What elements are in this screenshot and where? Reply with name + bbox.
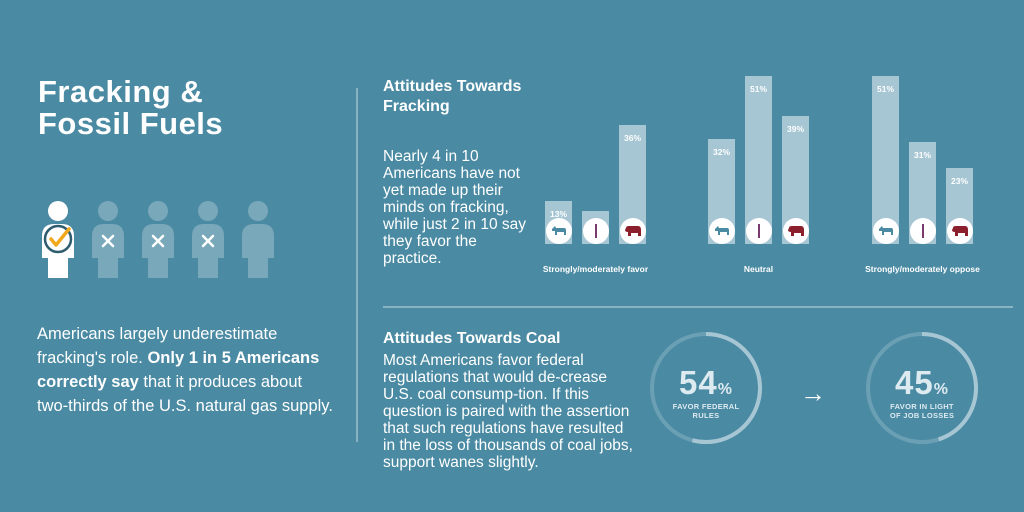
- people-icon-row: [42, 201, 274, 278]
- bar: [872, 76, 899, 244]
- coal-section-title: Attitudes Towards Coal: [383, 330, 561, 347]
- bar: [782, 115, 809, 244]
- donut-2-caption-line-1: FAVOR IN LIGHT: [890, 402, 954, 411]
- person-check-icon: [42, 201, 74, 278]
- title-line-2: Fossil Fuels: [38, 106, 224, 141]
- fracking-description: Nearly 4 in 10 Americans have not yet ma…: [383, 148, 527, 267]
- bar-value-label: 51%: [876, 84, 894, 94]
- bar: [619, 125, 646, 244]
- arrow-icon: →: [800, 378, 826, 408]
- bar-value-label: 51%: [749, 84, 767, 94]
- donut-1-unit: %: [717, 381, 733, 398]
- donut-2-number: 45: [895, 364, 934, 401]
- donut-arc: [650, 332, 762, 444]
- underestimate-note: Americans largely underestimate fracking…: [37, 322, 337, 418]
- donut-1-number: 54: [679, 364, 718, 401]
- vertical-divider: [356, 88, 358, 442]
- category-label: Strongly/moderately favor: [542, 264, 649, 274]
- bar: [545, 201, 572, 244]
- note-part-1: Americans largely underestimate fracking…: [37, 325, 278, 367]
- category-label: Strongly/moderately oppose: [865, 264, 980, 274]
- bar-value-label: 23%: [950, 176, 968, 187]
- bar-value-label: 13%: [549, 209, 567, 220]
- fracking-section-title: Attitudes Towards Fracking: [383, 78, 522, 115]
- donut-2-caption: FAVOR IN LIGHT OF JOB LOSSES: [862, 402, 982, 420]
- person-x-icon: [192, 201, 224, 278]
- bar: [745, 76, 772, 244]
- person-icon: [242, 201, 274, 278]
- bar-value-label: 36%: [623, 133, 641, 144]
- bar-value-label: 31%: [913, 149, 931, 160]
- bar: [946, 168, 973, 244]
- page-title: Fracking & Fossil Fuels: [38, 76, 223, 140]
- donkey-icon: [872, 218, 899, 244]
- donkey-icon: [545, 218, 572, 244]
- coal-description: Most Americans favor federal regulations…: [383, 352, 633, 471]
- bar-value-label: 39%: [786, 123, 804, 134]
- donut-2-value: 45%: [862, 364, 982, 402]
- donut-1-value: 54%: [646, 364, 766, 402]
- note-bold: Only 1 in 5 Americans correctly say: [37, 349, 320, 391]
- independent-bar-icon: [582, 218, 609, 244]
- donut-1-caption-line-1: FAVOR FEDERAL: [672, 402, 740, 411]
- person-x-icon: [142, 201, 174, 278]
- elephant-icon: [619, 218, 646, 244]
- title-line-1: Fracking &: [38, 74, 204, 109]
- elephant-icon: [946, 218, 973, 244]
- bar: [582, 211, 609, 244]
- donkey-icon: [708, 218, 735, 244]
- elephant-icon: [782, 218, 809, 244]
- category-label: Neutral: [743, 264, 774, 274]
- donut-arc: [866, 332, 978, 444]
- horizontal-divider: [383, 306, 1013, 308]
- bar-value-label: 10%: [586, 219, 604, 230]
- donut-1-caption: FAVOR FEDERAL RULES: [646, 402, 766, 420]
- donut-1-caption-line-2: RULES: [692, 411, 720, 420]
- independent-bar-icon: [909, 218, 936, 244]
- bar-value-label: 32%: [712, 146, 730, 157]
- donut-2-unit: %: [933, 381, 949, 398]
- donut-2-caption-line-2: OF JOB LOSSES: [889, 411, 955, 420]
- note-part-2: that it produces about two-thirds of the…: [37, 373, 333, 415]
- person-x-icon: [92, 201, 124, 278]
- bar: [909, 141, 936, 244]
- donut-favor-job-losses: [866, 332, 978, 444]
- independent-bar-icon: [745, 218, 772, 244]
- donut-favor-federal: [650, 332, 762, 444]
- bar: [708, 138, 735, 244]
